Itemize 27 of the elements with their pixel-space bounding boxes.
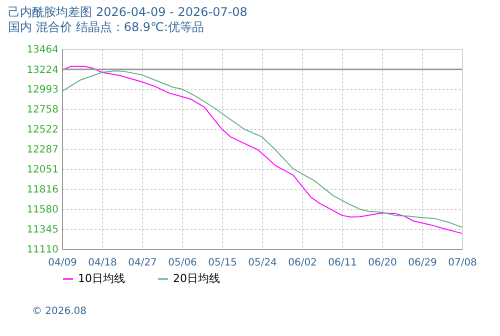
text: © 2026.08 bbox=[32, 306, 87, 317]
y-tick-label: 11580 bbox=[26, 204, 58, 216]
chart-title: 己内酰胺均差图 2026-04-09 - 2026-07-08 bbox=[8, 5, 248, 19]
x-tick-label: 06/20 bbox=[368, 258, 397, 268]
x-tick-label: 06/11 bbox=[328, 258, 357, 268]
x-tick-label: 04/27 bbox=[128, 258, 157, 268]
x-tick-label: 05/24 bbox=[248, 258, 277, 268]
x-tick-label: 05/06 bbox=[168, 258, 197, 268]
y-tick-label: 12051 bbox=[26, 164, 58, 176]
x-tick-label: 06/02 bbox=[288, 258, 317, 268]
legend-label: 10日均线 bbox=[78, 272, 125, 285]
y-tick-label: 12522 bbox=[26, 124, 58, 136]
y-tick-label: 12287 bbox=[26, 144, 58, 156]
y-tick-label: 11110 bbox=[26, 244, 58, 256]
x-tick-label: 07/08 bbox=[448, 258, 477, 268]
chart-subtitle: 国内 混合价 结晶点：68.9℃:优等品 bbox=[8, 20, 204, 34]
x-tick-label: 04/09 bbox=[48, 258, 77, 268]
y-tick-label: 13224 bbox=[26, 64, 58, 76]
y-tick-label: 11345 bbox=[26, 224, 58, 236]
y-tick-label: 13464 bbox=[26, 44, 58, 56]
y-tick-label: 12758 bbox=[26, 104, 58, 116]
x-tick-label: 05/15 bbox=[208, 258, 237, 268]
y-tick-label: 11816 bbox=[26, 184, 58, 196]
x-tick-label: 06/29 bbox=[408, 258, 437, 268]
x-tick-label: 04/18 bbox=[88, 258, 117, 268]
y-tick-label: 12993 bbox=[26, 84, 58, 96]
legend-label: 20日均线 bbox=[173, 272, 220, 285]
